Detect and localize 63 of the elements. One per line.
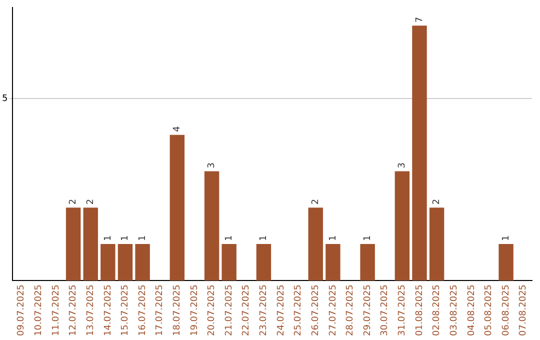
bar	[256, 244, 272, 280]
data-label: 1	[103, 235, 114, 242]
x-tick-label: 18.07.2025	[172, 284, 183, 336]
x-tick-label: 31.07.2025	[398, 284, 408, 336]
x-tick-label: 03.08.2025	[449, 284, 460, 336]
bar	[429, 208, 444, 280]
data-label: 1	[501, 235, 512, 242]
bar	[204, 171, 220, 280]
data-label: 3	[207, 162, 218, 168]
x-tick-label: 07.08.2025	[518, 284, 529, 336]
bar	[135, 244, 150, 280]
bar	[326, 244, 340, 280]
data-label: 7	[414, 16, 425, 23]
x-tick-label: 15.07.2025	[120, 284, 131, 336]
x-tick-label: 20.07.2025	[207, 284, 218, 336]
bar	[66, 208, 81, 280]
x-tick-label: 19.07.2025	[190, 284, 200, 336]
x-tick-label: 11.07.2025	[51, 284, 62, 336]
bar	[360, 244, 375, 280]
x-tick-label: 02.08.2025	[432, 284, 442, 336]
data-label: 1	[224, 235, 234, 242]
x-tick-label: 16.07.2025	[138, 284, 148, 336]
x-tick-label: 23.07.2025	[259, 284, 270, 336]
data-label: 2	[310, 198, 321, 205]
x-tick-label: 12.07.2025	[68, 284, 79, 336]
x-tick-label: 24.07.2025	[276, 284, 286, 336]
x-tick-label: 26.07.2025	[310, 284, 321, 336]
x-tick-label: 17.07.2025	[155, 284, 166, 336]
bar	[308, 208, 323, 280]
x-tick-label: 09.07.2025	[16, 284, 27, 336]
data-label: 1	[120, 235, 131, 242]
x-tick-label: 22.07.2025	[242, 284, 252, 336]
data-label: 1	[138, 235, 148, 242]
x-tick-label: 28.07.2025	[346, 284, 356, 336]
bar	[118, 244, 133, 280]
bar	[394, 171, 410, 280]
x-tick-label: 29.07.2025	[362, 284, 373, 336]
x-tick-label: 05.08.2025	[484, 284, 494, 336]
bar	[83, 208, 98, 280]
bar	[412, 26, 427, 280]
x-tick-label: 21.07.2025	[224, 284, 234, 336]
x-tick-label: 30.07.2025	[380, 284, 390, 336]
data-label: 2	[68, 198, 79, 205]
x-tick-label: 04.08.2025	[466, 284, 477, 336]
data-label: 1	[362, 235, 373, 242]
x-tick-label: 13.07.2025	[86, 284, 96, 336]
data-label: 4	[172, 126, 183, 132]
y-tick-label: 5	[2, 94, 8, 104]
bar	[222, 244, 236, 280]
bar	[100, 244, 116, 280]
bar	[498, 244, 514, 280]
data-label: 3	[398, 162, 408, 168]
data-label: 2	[86, 198, 96, 205]
bar	[170, 134, 185, 280]
x-tick-label: 27.07.2025	[328, 284, 338, 336]
x-tick-label: 01.08.2025	[414, 284, 425, 336]
x-tick-label: 25.07.2025	[294, 284, 304, 336]
x-tick-label: 14.07.2025	[103, 284, 114, 336]
data-label: 2	[432, 198, 442, 205]
x-tick-label: 06.08.2025	[501, 284, 512, 336]
data-label: 1	[328, 235, 338, 242]
data-label: 1	[259, 235, 270, 242]
x-tick-label: 10.07.2025	[34, 284, 44, 336]
